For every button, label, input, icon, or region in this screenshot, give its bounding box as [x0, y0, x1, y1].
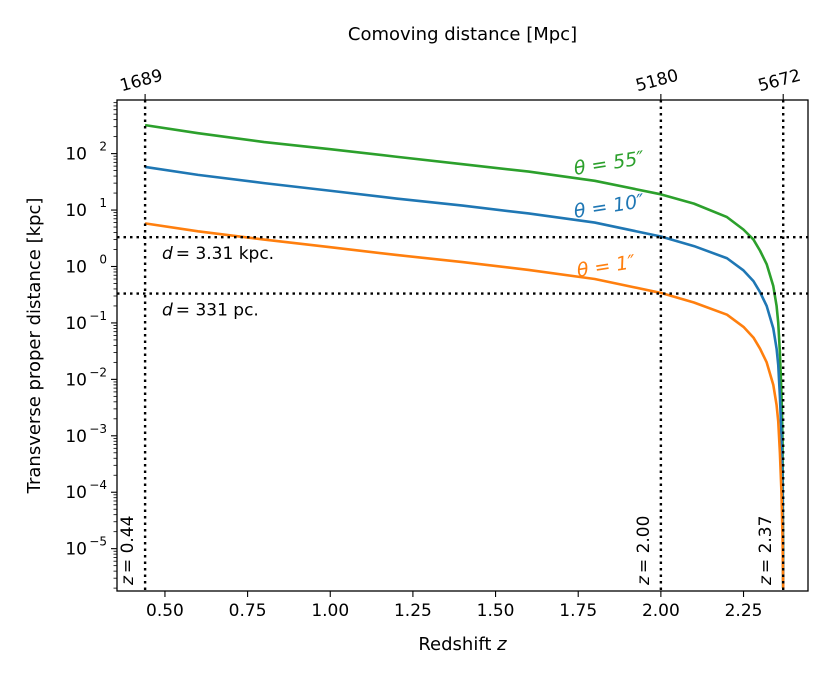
x-tick-label-7: 2.25 [725, 601, 763, 621]
vline-label-1: z= 2.00 [634, 516, 654, 586]
y-tick-label-3: 10 [65, 314, 87, 334]
annotations: Comoving distance [Mpc] Redshift z Transve… [24, 24, 776, 655]
x-tick-label-5: 1.75 [559, 601, 597, 621]
axes-background [117, 100, 808, 591]
series-line-0 [144, 123, 785, 589]
x-tick-label-3: 1.25 [394, 601, 432, 621]
top-tick-label-2: 5672 [756, 66, 803, 97]
series-label-0: θ = 55″ [572, 147, 645, 180]
y-tick-exponent-2: 0 [99, 252, 107, 266]
y-tick-label-6: 10 [65, 483, 87, 503]
y-tick-label-7: 10 [65, 540, 87, 560]
top-axis-title: Comoving distance [Mpc] [348, 24, 577, 45]
series-line-2 [144, 222, 785, 589]
y-tick-exponent-3: −1 [89, 309, 107, 323]
hline-label-1: d = 331 pc. [162, 301, 259, 321]
x-tick-label-2: 1.00 [311, 601, 349, 621]
y-tick-label-1: 10 [65, 201, 87, 221]
y-tick-exponent-4: −2 [89, 365, 107, 379]
x-axis-title: Redshift z [418, 634, 507, 655]
series-layer [144, 123, 785, 589]
top-tick-label-1: 5180 [634, 66, 681, 97]
plot-area [117, 100, 808, 591]
vline-label-2: z= 2.37 [756, 516, 776, 586]
y-tick-label-4: 10 [65, 370, 87, 390]
top-tick-label-0: 1689 [118, 66, 165, 97]
y-tick-label-0: 10 [65, 145, 87, 165]
x-tick-label-0: 0.50 [146, 601, 184, 621]
series-label-2: θ = 1″ [575, 251, 637, 282]
series-line-1 [144, 165, 785, 589]
y-tick-label-5: 10 [65, 427, 87, 447]
series-label-1: θ = 10″ [572, 190, 645, 223]
y-tick-label-2: 10 [65, 257, 87, 277]
x-tick-label-4: 1.50 [477, 601, 515, 621]
x-tick-label-6: 2.00 [642, 601, 680, 621]
x-tick-label-1: 0.75 [229, 601, 267, 621]
y-tick-exponent-1: 1 [99, 196, 107, 210]
axis-ticks: 0.50 0.75 1.00 1.25 1.50 1.75 2.00 2.25 10 2 10 1 10… [65, 66, 803, 621]
hline-label-0: d = 3.31 kpc. [162, 244, 274, 264]
y-tick-exponent-6: −4 [89, 478, 107, 492]
y-tick-exponent-5: −3 [89, 422, 107, 436]
vline-label-0: z= 0.44 [118, 516, 138, 586]
y-axis-title: Transverse proper distance [kpc] [24, 198, 45, 495]
reference-lines [117, 100, 808, 591]
y-tick-exponent-0: 2 [99, 140, 107, 154]
y-tick-exponent-7: −5 [89, 535, 107, 549]
